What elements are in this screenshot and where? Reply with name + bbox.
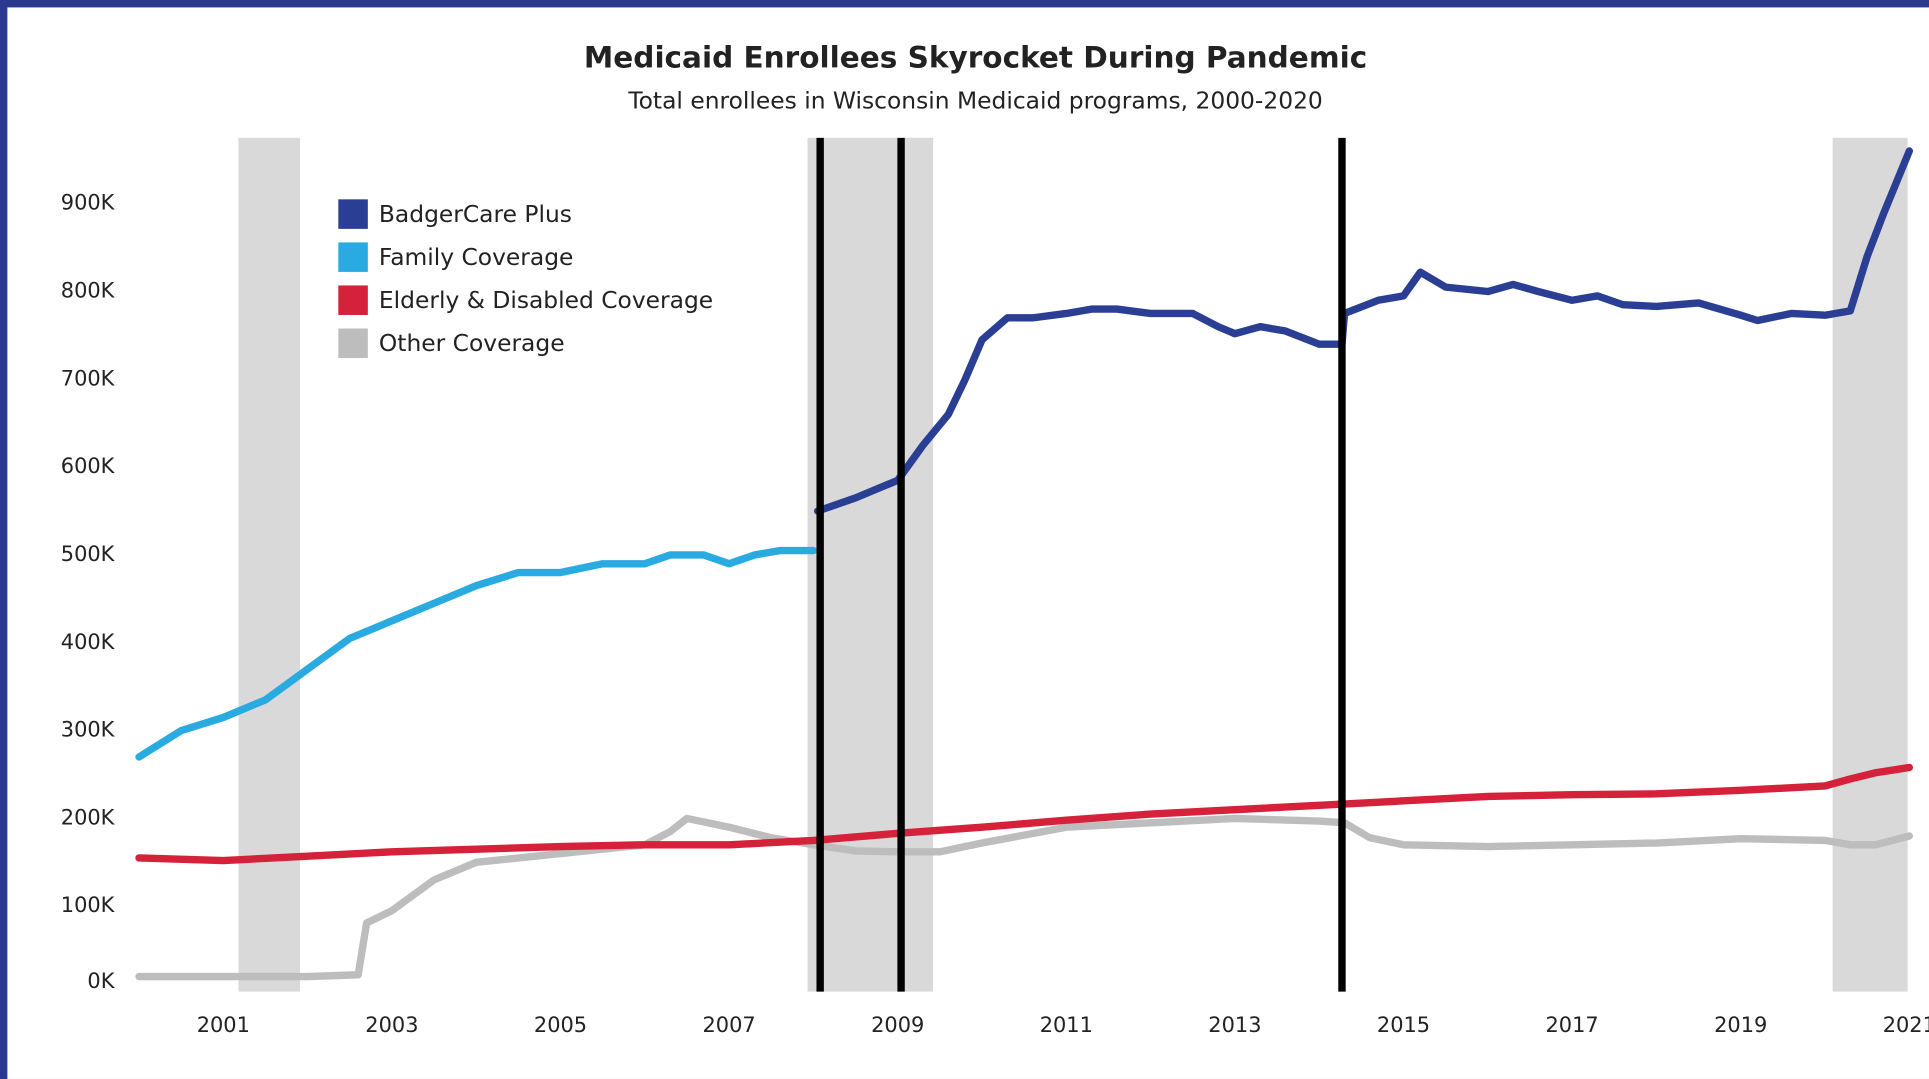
x-tick-label: 2003 [365, 1013, 418, 1037]
y-tick-label: 300K [61, 718, 116, 742]
legend-label: Other Coverage [379, 329, 565, 357]
series-line [135, 763, 1914, 865]
legend-swatch [338, 328, 368, 359]
y-tick-label: 800K [61, 279, 116, 303]
legend-swatch [338, 285, 368, 315]
x-tick-label: 2009 [871, 1013, 924, 1037]
x-tick-label: 2015 [1377, 1013, 1430, 1037]
shaded-range [238, 137, 301, 992]
shaded-range [1832, 137, 1908, 992]
y-tick-label: 200K [61, 805, 116, 829]
y-tick-label: 400K [61, 630, 116, 654]
chart-subtitle: Total enrollees in Wisconsin Medicaid pr… [627, 87, 1322, 115]
x-tick-label: 2011 [1040, 1013, 1093, 1037]
legend-label: BadgerCare Plus [379, 200, 572, 228]
y-tick-label: 900K [61, 191, 116, 215]
legend-swatch [338, 199, 368, 229]
chart-background [7, 7, 1929, 1079]
x-tick-label: 2001 [197, 1013, 250, 1037]
x-tick-label: 2005 [534, 1013, 587, 1037]
legend-label: Family Coverage [379, 243, 574, 271]
x-tick-label: 2007 [703, 1013, 756, 1037]
y-tick-label: 700K [61, 366, 116, 390]
x-tick-label: 2019 [1714, 1013, 1767, 1037]
y-tick-label: 500K [61, 542, 116, 566]
series-line [135, 546, 818, 761]
legend-swatch [338, 242, 368, 272]
x-tick-label: 2021 [1883, 1013, 1929, 1037]
y-tick-label: 600K [61, 454, 116, 478]
y-tick-label: 100K [61, 893, 116, 917]
series-line [135, 814, 1914, 981]
y-tick-label: 0K [87, 969, 115, 993]
shaded-range [807, 137, 934, 992]
legend-label: Elderly & Disabled Coverage [379, 286, 713, 314]
x-tick-label: 2013 [1208, 1013, 1261, 1037]
x-tick-label: 2017 [1546, 1013, 1599, 1037]
chart-title: Medicaid Enrollees Skyrocket During Pand… [584, 41, 1367, 75]
